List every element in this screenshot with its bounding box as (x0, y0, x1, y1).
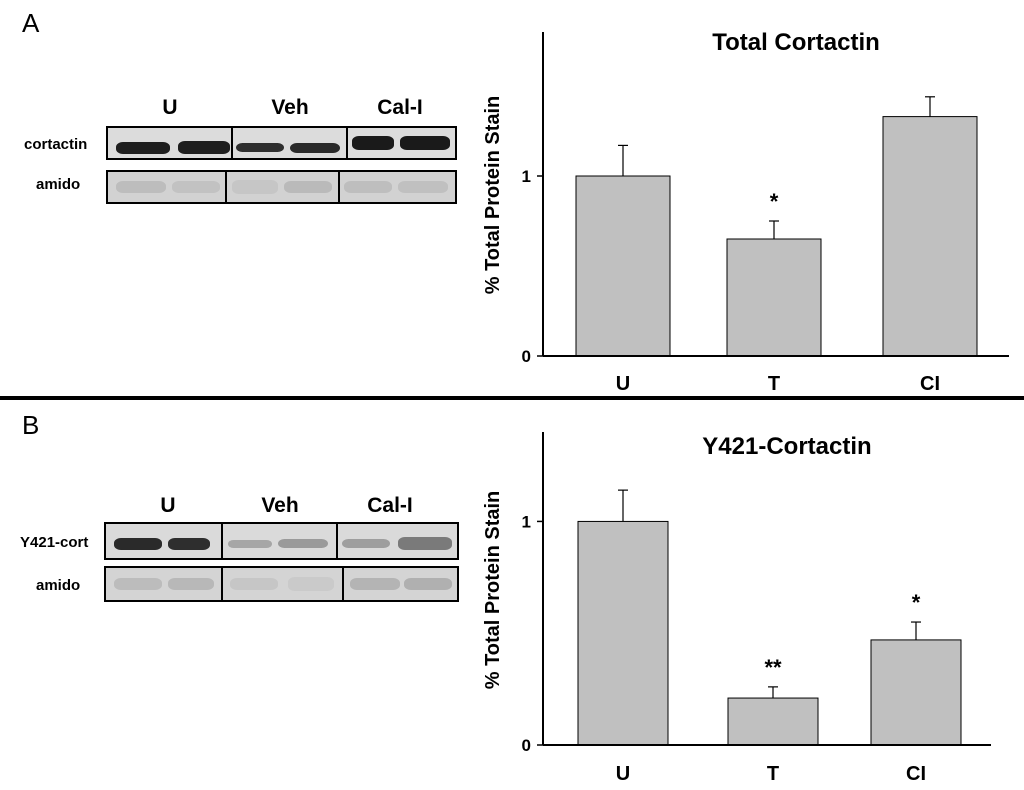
blot-b-lane-cal-i: Cal-I (367, 494, 413, 517)
band (178, 141, 230, 154)
blot-a-lane-cal-i: Cal-I (377, 96, 423, 119)
y-tick-label: 0 (522, 347, 531, 366)
bar (726, 238, 822, 357)
band (116, 181, 166, 193)
x-tick-label: CI (906, 763, 926, 785)
band (290, 143, 340, 153)
band (232, 180, 278, 194)
significance-annotation: * (770, 189, 779, 214)
chart-total-cortactin: Total Cortactin % Total Protein Stain U * T C… (482, 29, 1009, 395)
band (168, 538, 210, 550)
band (114, 538, 162, 550)
bar (577, 520, 669, 746)
band (284, 181, 332, 193)
x-tick-label: T (768, 373, 780, 395)
band (288, 577, 334, 591)
blot-a-cortactin-strip (106, 126, 457, 160)
panel-b-label: B (22, 410, 40, 440)
panel-divider (0, 396, 1024, 400)
band (352, 136, 394, 150)
bar (575, 175, 671, 357)
y-tick-label: 0 (522, 736, 531, 755)
x-tick-label: CI (920, 373, 940, 395)
chart-title: Total Cortactin (712, 29, 880, 56)
bar (882, 116, 978, 357)
band (114, 578, 162, 590)
blot-b-row-amido: amido (36, 577, 81, 594)
band (236, 143, 284, 152)
x-tick-label: T (767, 763, 779, 785)
blot-a-lane-u: U (162, 96, 178, 119)
blot-b-lane-u: U (160, 494, 176, 517)
blot-a-lane-veh: Veh (271, 96, 309, 119)
significance-annotation: * (912, 590, 921, 615)
chart-title: Y421-Cortactin (702, 433, 871, 460)
panel-a-label: A (22, 8, 40, 38)
band (398, 537, 452, 550)
blot-a-row-amido: amido (36, 176, 81, 193)
chart-y421-cortactin: Y421-Cortactin % Total Protein Stain U ** T *… (482, 432, 991, 785)
band (278, 539, 328, 548)
band (350, 578, 400, 590)
band (344, 181, 392, 193)
y-axis-label: % Total Protein Stain (482, 491, 504, 690)
band (172, 181, 220, 193)
band (228, 540, 272, 548)
blot-a-amido-strip (106, 170, 457, 204)
y-tick-label: 1 (522, 167, 531, 186)
band (400, 136, 450, 150)
band (168, 578, 214, 590)
band (230, 578, 278, 590)
band (404, 578, 452, 590)
band (398, 181, 448, 193)
x-tick-label: U (616, 373, 630, 395)
y-tick-label: 1 (522, 512, 531, 531)
blot-b-amido-strip (104, 566, 459, 602)
bar (727, 697, 819, 746)
significance-annotation: ** (764, 655, 782, 680)
blot-b-row-y421-cort: Y421-cort (20, 534, 89, 551)
x-tick-label: U (616, 763, 630, 785)
blot-b-y421-strip (104, 522, 459, 560)
band (116, 142, 170, 154)
bar (870, 639, 962, 746)
y-axis-label: % Total Protein Stain (482, 96, 504, 295)
band (342, 539, 390, 548)
blot-b-lane-veh: Veh (261, 494, 299, 517)
blot-a-row-cortactin: cortactin (24, 136, 88, 153)
